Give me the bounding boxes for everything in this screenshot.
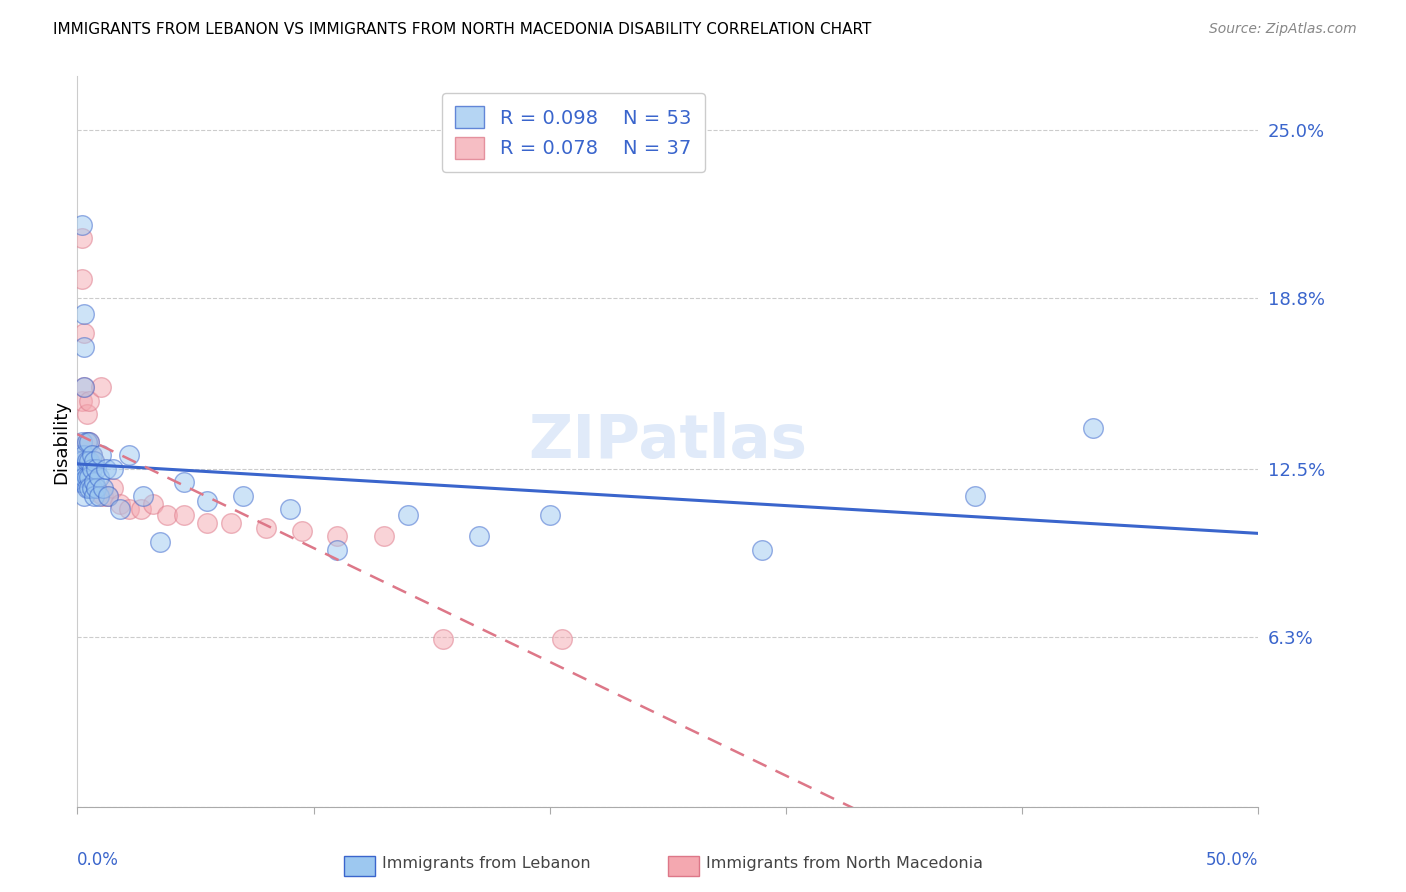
Point [73,489,96,503]
Point [69,469,91,483]
Point [132,489,155,503]
Point [69,448,91,462]
Point [76,481,98,495]
Point [84,481,107,495]
Point [70,218,93,232]
Point [129,502,152,516]
Point [1081,421,1104,435]
Text: ZIPatlas: ZIPatlas [529,412,807,471]
Point [70,453,93,467]
Point [76,461,98,475]
Point [232,489,254,503]
Point [73,469,96,483]
Point [73,326,96,341]
Point [73,380,96,394]
Point [751,542,773,557]
Point [173,475,195,490]
Point [195,494,218,508]
Text: IMMIGRANTS FROM LEBANON VS IMMIGRANTS FROM NORTH MACEDONIA DISABILITY CORRELATIO: IMMIGRANTS FROM LEBANON VS IMMIGRANTS FR… [53,22,872,37]
Text: 50.0%: 50.0% [1206,851,1258,869]
Point [69,448,91,462]
Point [70,434,93,449]
Point [118,448,141,462]
Point [70,272,93,286]
Point [80,448,103,462]
Point [87,486,110,500]
Point [91,481,114,495]
Text: 0.0%: 0.0% [77,851,120,869]
Legend: R = 0.098    N = 53, R = 0.078    N = 37: R = 0.098 N = 53, R = 0.078 N = 37 [441,93,704,172]
Point [173,508,195,522]
Point [97,489,120,503]
Point [84,461,107,475]
Point [149,534,172,549]
Point [76,434,98,449]
Point [77,469,100,483]
Point [76,408,98,422]
Point [90,380,112,394]
Point [291,524,314,538]
Point [80,461,103,475]
Point [396,508,419,522]
Point [195,516,218,530]
Point [87,489,110,503]
Point [80,481,103,495]
Point [70,475,93,490]
Point [77,453,100,467]
Point [73,448,96,462]
Point [101,481,124,495]
Point [77,434,100,449]
Point [108,502,131,516]
Point [77,481,100,495]
Point [142,497,165,511]
Point [70,464,93,478]
Point [108,497,131,511]
Point [326,529,349,543]
Point [83,489,105,503]
Point [77,434,100,449]
Point [73,307,96,321]
Point [219,516,242,530]
Point [83,475,105,490]
Point [373,529,395,543]
Point [468,529,491,543]
Point [94,461,117,475]
Point [83,453,105,467]
Point [76,469,98,483]
Point [70,231,93,245]
Point [69,475,91,490]
Point [254,521,277,535]
Y-axis label: Disability: Disability [52,400,70,483]
Point [70,393,93,408]
Point [77,469,100,483]
Point [278,502,301,516]
Point [118,502,141,516]
Point [69,475,91,490]
Point [80,481,103,495]
Point [90,448,112,462]
Point [77,393,100,408]
Point [156,508,179,522]
Point [84,481,107,495]
Point [538,508,561,522]
Point [326,542,349,557]
Point [73,340,96,354]
Point [101,461,124,475]
Point [83,453,105,467]
Point [76,453,98,467]
Point [69,461,91,475]
Point [97,489,120,503]
Text: Immigrants from Lebanon: Immigrants from Lebanon [382,856,591,871]
Point [87,469,110,483]
Point [963,489,986,503]
Point [73,380,96,394]
Point [91,489,114,503]
Point [80,448,103,462]
Point [432,632,454,647]
Text: Immigrants from North Macedonia: Immigrants from North Macedonia [706,856,983,871]
Point [73,448,96,462]
Point [550,632,572,647]
Point [76,434,98,449]
Text: Source: ZipAtlas.com: Source: ZipAtlas.com [1209,22,1357,37]
